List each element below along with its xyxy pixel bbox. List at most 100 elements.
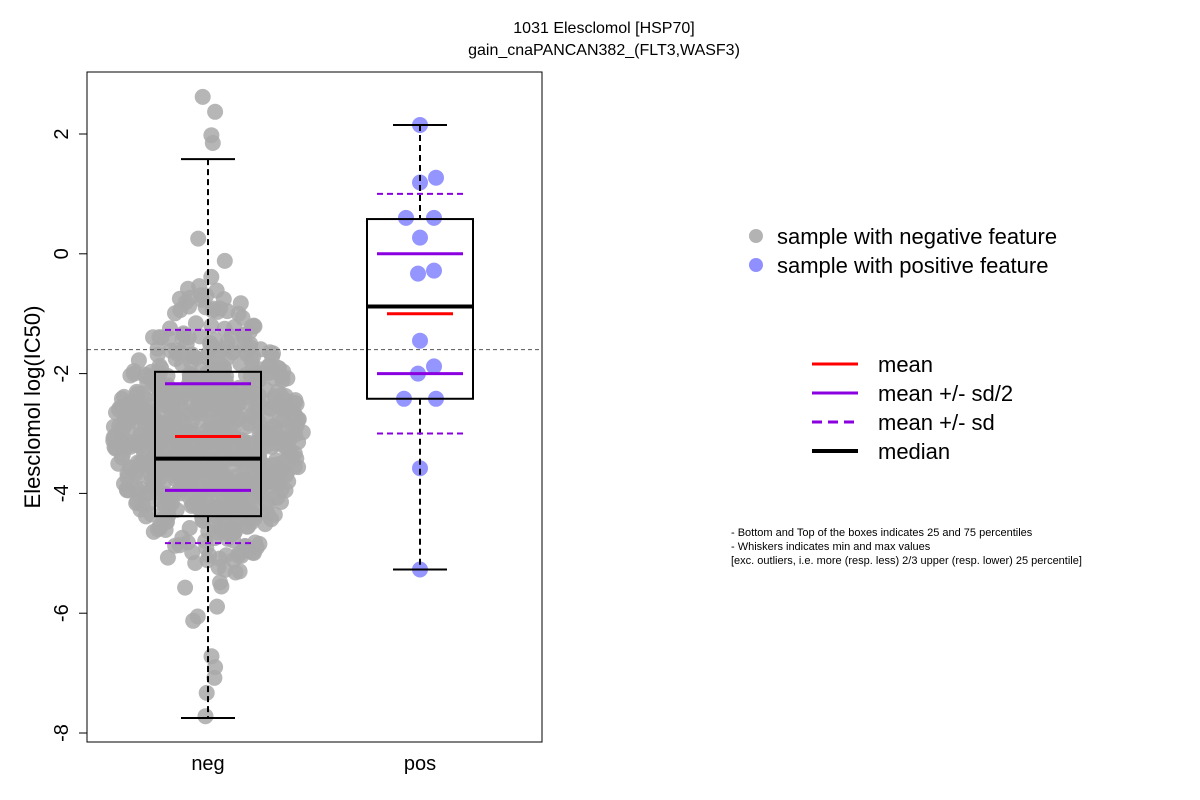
neg-point <box>202 470 219 487</box>
neg-point <box>280 443 297 460</box>
pos-point <box>398 209 414 226</box>
pos-point <box>426 262 442 279</box>
neg-point <box>145 449 162 466</box>
neg-point <box>203 268 220 285</box>
neg-point <box>225 552 242 569</box>
neg-point <box>198 365 215 382</box>
pos-point <box>426 358 442 375</box>
neg-point <box>212 574 228 591</box>
neg-point <box>230 511 247 528</box>
neg-point <box>243 318 260 335</box>
note-line: - Whiskers indicates min and max values <box>731 541 931 553</box>
y-tick-label: -2 <box>51 365 73 383</box>
neg-point <box>132 454 149 471</box>
neg-point <box>161 490 178 507</box>
neg-point <box>209 598 225 615</box>
neg-point <box>116 388 132 405</box>
pos-point <box>412 229 428 246</box>
y-tick-label: -6 <box>51 604 73 622</box>
neg-point <box>216 252 233 269</box>
neg-point <box>222 418 239 435</box>
neg-point <box>128 495 145 512</box>
neg-point <box>176 463 193 480</box>
neg-point <box>169 444 186 461</box>
pos-point <box>428 169 444 186</box>
neg-point <box>204 135 221 151</box>
neg-point <box>177 579 194 596</box>
chart-title: 1031 Elesclomol [HSP70] <box>513 20 694 37</box>
neg-point <box>206 442 223 459</box>
x-tick-label-neg: neg <box>191 753 224 775</box>
legend-line-label: mean <box>878 352 933 377</box>
y-tick-label: 0 <box>51 248 73 259</box>
neg-point <box>181 520 198 536</box>
pos-point <box>412 460 428 477</box>
notes-group: - Bottom and Top of the boxes indicates … <box>731 527 1082 567</box>
neg-point <box>202 335 219 351</box>
neg-point <box>218 524 234 541</box>
neg-point <box>184 544 201 561</box>
neg-point <box>110 455 127 472</box>
neg-point <box>259 506 276 523</box>
legend-line-label: mean +/- sd <box>878 410 995 435</box>
pos-point <box>426 209 442 226</box>
neg-point <box>194 291 210 308</box>
neg-point <box>241 339 258 355</box>
neg-point <box>218 339 235 356</box>
neg-point <box>198 684 215 701</box>
axes-group: -8 -6 -4 -2 0 2 neg pos <box>51 128 436 775</box>
neg-point <box>151 329 168 346</box>
neg-point <box>188 389 205 406</box>
neg-point <box>286 394 303 411</box>
neg-point <box>233 407 250 424</box>
box-neg <box>154 370 262 518</box>
neg-point <box>217 476 234 493</box>
neg-point <box>187 350 204 366</box>
legend-line-label: mean +/- sd/2 <box>878 381 1013 406</box>
chart-subtitle: gain_cnaPANCAN382_(FLT3,WASF3) <box>468 42 740 59</box>
box-pos <box>366 218 474 400</box>
legend-line-label: median <box>878 439 950 464</box>
neg-point <box>243 384 260 401</box>
neg-point <box>163 342 179 359</box>
neg-point <box>190 230 207 247</box>
neg-point <box>249 480 266 497</box>
neg-point <box>159 549 176 566</box>
neg-point <box>212 361 229 378</box>
neg-point <box>265 345 281 362</box>
neg-point <box>194 430 211 447</box>
neg-point <box>175 326 192 343</box>
neg-point <box>189 608 206 625</box>
note-line: - Bottom and Top of the boxes indicates … <box>731 527 1033 539</box>
neg-point <box>164 396 181 413</box>
neg-point <box>262 425 279 442</box>
neg-point <box>206 669 223 686</box>
neg-point <box>207 103 224 120</box>
neg-point <box>187 315 204 332</box>
neg-point <box>197 533 214 549</box>
y-tick-label: -4 <box>51 485 73 503</box>
neg-point <box>199 396 216 413</box>
neg-point <box>269 489 286 506</box>
neg-point <box>118 480 135 497</box>
pos-points-group <box>396 117 444 578</box>
neg-point <box>211 458 228 475</box>
neg-point <box>191 278 208 295</box>
neg-point <box>179 378 196 394</box>
note-line: [exc. outliers, i.e. more (resp. less) 2… <box>731 555 1082 567</box>
neg-point <box>235 472 252 488</box>
neg-point <box>242 493 259 510</box>
neg-point <box>143 408 160 425</box>
neg-point <box>262 400 278 417</box>
neg-point <box>203 317 220 334</box>
neg-point <box>288 417 305 434</box>
neg-point <box>116 411 133 428</box>
neg-point <box>214 398 231 414</box>
neg-point <box>270 474 287 491</box>
neg-point <box>135 385 152 402</box>
neg-point <box>246 510 263 526</box>
legend-point-marker <box>749 258 763 272</box>
neg-point <box>232 295 249 312</box>
neg-point <box>167 305 183 322</box>
